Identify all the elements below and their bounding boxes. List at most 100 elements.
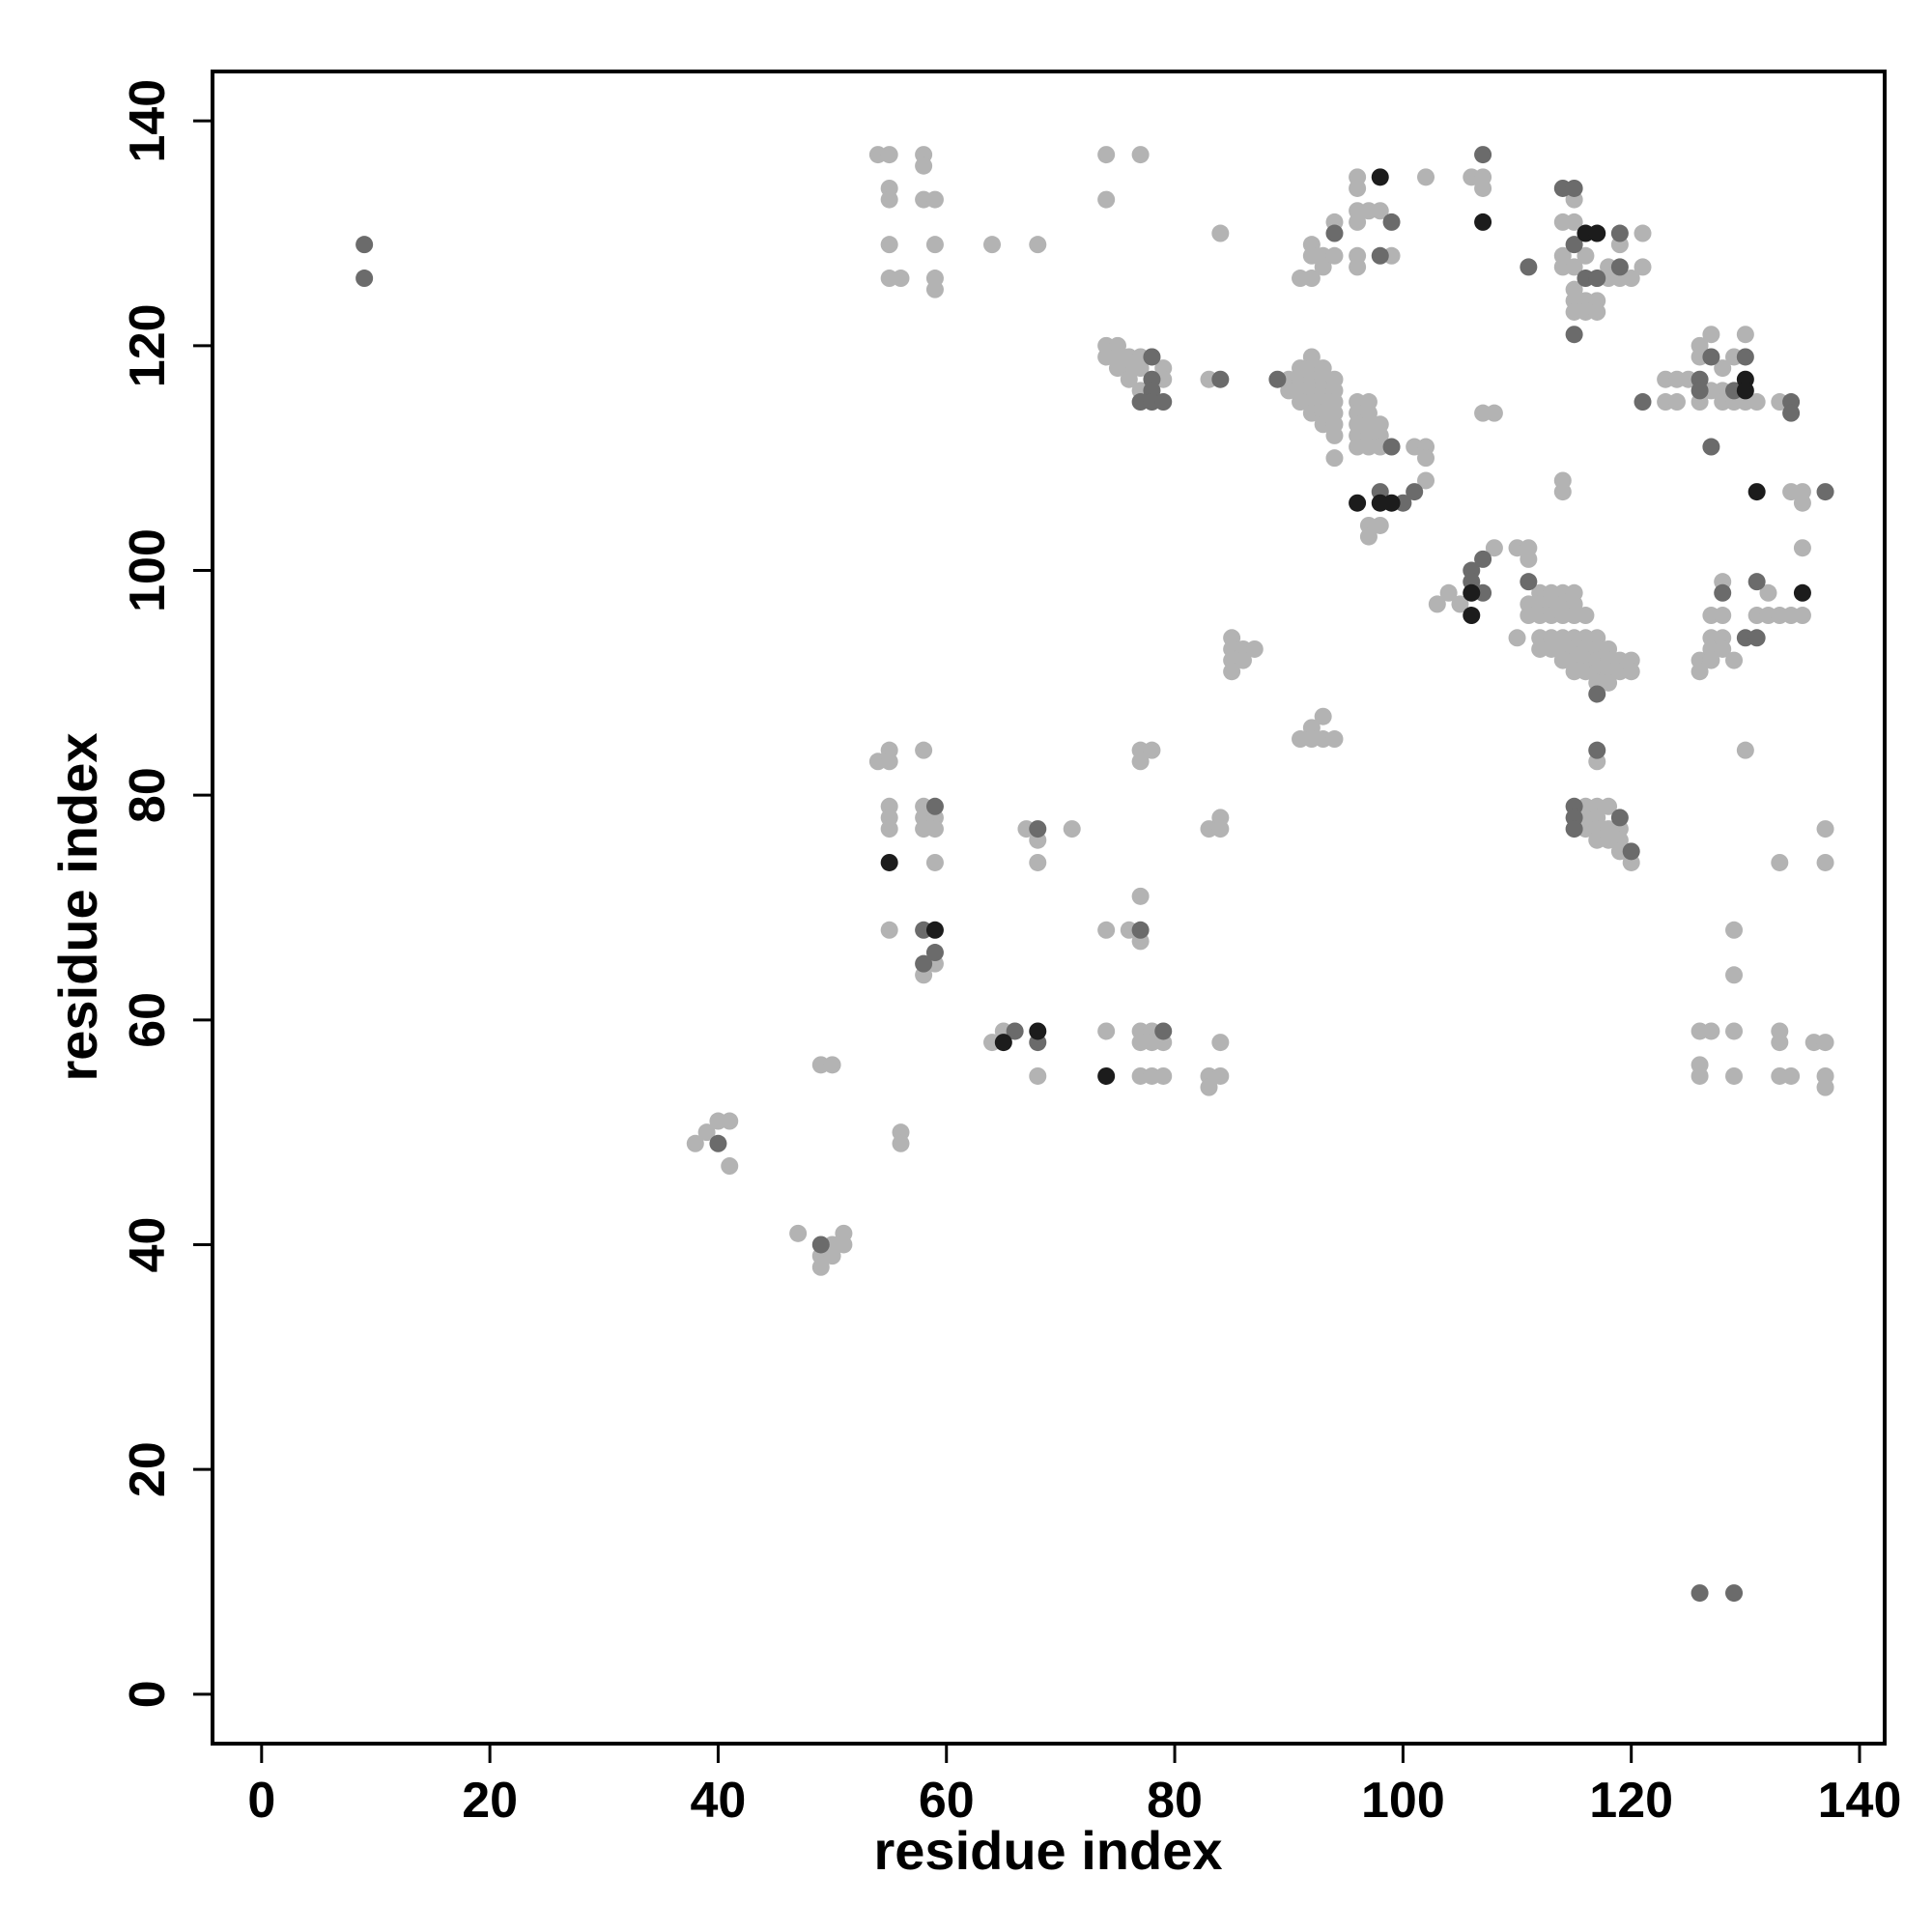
point (1154, 1022, 1173, 1040)
point (925, 853, 944, 871)
x-tick-label: 20 (462, 1773, 518, 1829)
point (1610, 224, 1629, 242)
point (1622, 842, 1640, 861)
point (1211, 1034, 1230, 1052)
point (1588, 741, 1606, 759)
point (1736, 382, 1754, 400)
point (1600, 797, 1618, 815)
point (1371, 168, 1389, 186)
point (925, 820, 944, 838)
point (1634, 393, 1652, 412)
point (1634, 258, 1652, 276)
point (1702, 326, 1720, 344)
y-tick-label: 40 (120, 1217, 176, 1273)
point (1725, 921, 1744, 939)
y-tick-label: 20 (120, 1441, 176, 1497)
point (1520, 550, 1538, 568)
point (925, 921, 944, 939)
point (1690, 663, 1709, 681)
point (721, 1112, 739, 1130)
point (1565, 820, 1583, 838)
point (1702, 651, 1720, 669)
x-tick-label: 60 (919, 1773, 975, 1829)
point (892, 270, 910, 288)
point (1565, 302, 1583, 321)
point (1200, 1078, 1218, 1096)
point (994, 1034, 1012, 1052)
point (1029, 853, 1047, 871)
point (697, 1123, 716, 1142)
point (1474, 213, 1492, 231)
point (709, 1134, 727, 1152)
point (1131, 921, 1150, 939)
point (1793, 494, 1811, 512)
point (1553, 483, 1572, 501)
point (1063, 820, 1081, 838)
point (1417, 471, 1435, 490)
point (1371, 202, 1389, 220)
point (1725, 651, 1744, 669)
point (1702, 438, 1720, 456)
point (925, 797, 944, 815)
point (1439, 583, 1458, 602)
x-tick-label: 80 (1147, 1773, 1203, 1829)
point (1816, 483, 1834, 501)
point (1211, 370, 1230, 388)
point (925, 236, 944, 254)
point (892, 1134, 910, 1152)
point (1747, 573, 1766, 591)
point (1725, 1022, 1744, 1040)
point (1349, 179, 1367, 197)
point (880, 146, 898, 164)
point (1565, 326, 1583, 344)
point (1714, 359, 1732, 378)
point (915, 156, 933, 175)
point (1747, 629, 1766, 647)
point (1325, 449, 1344, 468)
point (1485, 539, 1503, 557)
point (823, 1056, 841, 1074)
point (1816, 853, 1834, 871)
point (1622, 270, 1640, 288)
point (1816, 820, 1834, 838)
point (721, 1157, 739, 1176)
point (1029, 236, 1047, 254)
point (1006, 1022, 1024, 1040)
point (1120, 370, 1138, 388)
point (1690, 382, 1709, 400)
point (1520, 573, 1538, 591)
point (1600, 673, 1618, 692)
x-axis-label: residue index (873, 1820, 1222, 1881)
point (1097, 1066, 1116, 1085)
point (1382, 213, 1401, 231)
point (880, 853, 898, 871)
point (1097, 146, 1116, 164)
point (1371, 516, 1389, 534)
point (1131, 753, 1150, 771)
point (1714, 583, 1732, 602)
point (1725, 966, 1744, 984)
point (1610, 258, 1629, 276)
point (1736, 348, 1754, 366)
point (1702, 348, 1720, 366)
point (925, 190, 944, 209)
point (1382, 494, 1401, 512)
point (1234, 651, 1252, 669)
point (1223, 663, 1241, 681)
point (1759, 583, 1777, 602)
point (1349, 213, 1367, 231)
point (880, 921, 898, 939)
point (1622, 663, 1640, 681)
point (1349, 494, 1367, 512)
point (1371, 246, 1389, 265)
point (1382, 438, 1401, 456)
point (1154, 1066, 1173, 1085)
point (1747, 393, 1766, 412)
point (1714, 607, 1732, 625)
point (1211, 820, 1230, 838)
point (811, 1258, 830, 1276)
point (1736, 741, 1754, 759)
point (1577, 607, 1595, 625)
point (1097, 1022, 1116, 1040)
